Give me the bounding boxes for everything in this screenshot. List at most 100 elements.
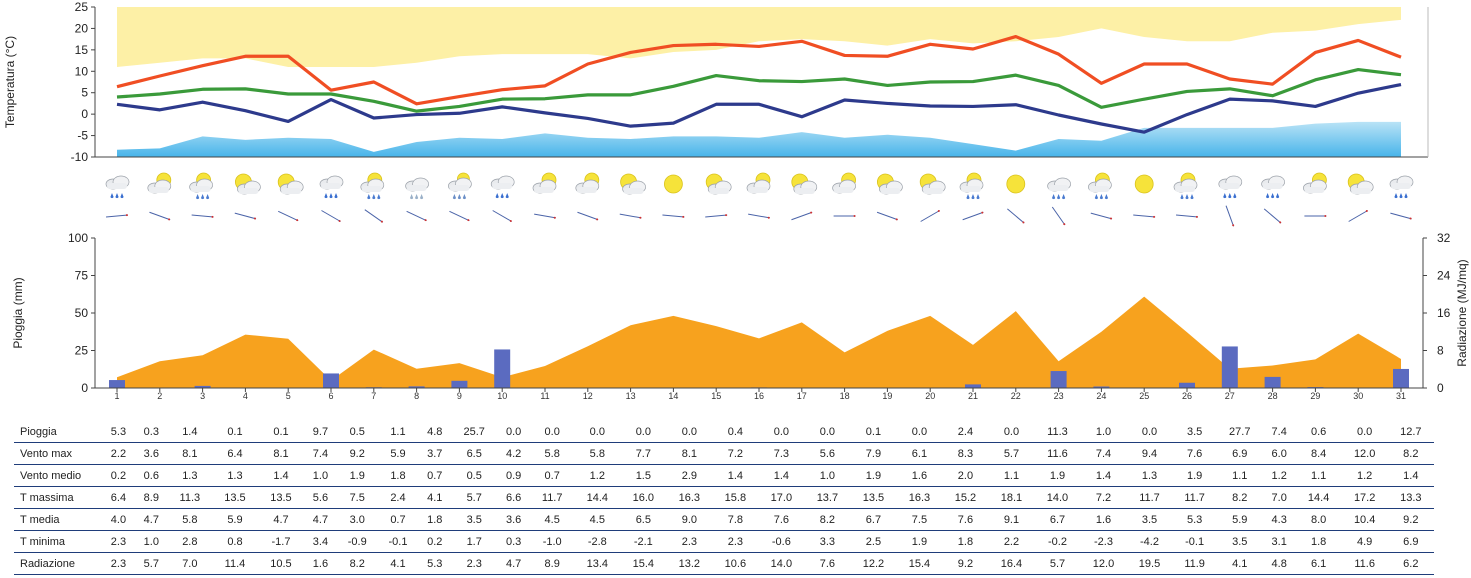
table-cell: 2.3 [712, 530, 759, 553]
table-cell: 8.9 [530, 552, 575, 575]
table-cell: 9.2 [336, 442, 378, 465]
table-cell: 0.0 [574, 421, 621, 443]
table-cell: -0.9 [336, 530, 378, 553]
radiation-area [117, 296, 1401, 388]
wind-arrow-head [467, 219, 470, 222]
table-cell: 2.2 [988, 530, 1035, 553]
rain-bar [408, 386, 425, 388]
table-cell: 0.7 [377, 508, 419, 531]
table-cell: 0.5 [451, 464, 498, 487]
table-cell: 7.4 [1262, 421, 1296, 443]
table-cell: 6.2 [1387, 552, 1434, 575]
x-tick-label: 7 [371, 391, 376, 401]
rain-drop [324, 193, 328, 199]
table-cell: 0.0 [1126, 421, 1173, 443]
table-cell: 5.8 [530, 442, 575, 465]
table-cell: 0.7 [530, 464, 575, 487]
table-cell: 1.0 [303, 464, 337, 487]
cloud-shape [923, 188, 944, 194]
table-cell: 5.3 [1172, 508, 1217, 531]
y-tick-label: 20 [75, 21, 89, 35]
x-tick-label: 14 [668, 391, 678, 401]
wind-arrows-row [105, 205, 1412, 227]
wind-arrow-icon [234, 212, 257, 220]
cloud-shape [880, 188, 901, 194]
x-tick-label: 15 [711, 391, 721, 401]
table-cell: 6.4 [211, 442, 258, 465]
table-cell: 6.5 [620, 508, 667, 531]
wind-arrow-shaft [449, 210, 470, 222]
x-tick-label: 8 [414, 391, 419, 401]
wind-arrow-head [253, 217, 256, 220]
cloud-shape [107, 183, 127, 189]
wind-arrow-shaft [149, 211, 171, 221]
y2-axis-title: Radiazione (MJ/mq) [1455, 259, 1469, 366]
y-tick-label: -5 [77, 129, 88, 143]
table-cell: 1.1 [377, 421, 419, 443]
weather-icons-row [105, 172, 1414, 200]
rain-icon [319, 175, 344, 199]
rain-icon [1261, 175, 1285, 199]
rain-drop [1104, 194, 1108, 200]
wind-arrow-head [1409, 217, 1412, 220]
table-cell: 4.7 [257, 508, 304, 531]
table-cell: 7.4 [1080, 442, 1127, 465]
table-cell: 4.7 [497, 552, 531, 575]
table-cell: 3.0 [336, 508, 378, 531]
table-cell: 0.0 [1341, 421, 1388, 443]
wind-arrow-head [895, 218, 898, 221]
table-cell: 4.8 [418, 421, 452, 443]
table-cell: -0.2 [1034, 530, 1081, 553]
wind-arrow-shaft [962, 211, 984, 221]
cloud-sun-icon [746, 172, 771, 194]
x-tick-label: 10 [497, 391, 507, 401]
cloud-shape [281, 188, 302, 194]
table-cell: 0.0 [666, 421, 713, 443]
wind-arrow-shaft [321, 210, 341, 222]
table-cell: 0.1 [257, 421, 304, 443]
cloud-sun-icon [1303, 172, 1327, 194]
table-cell: 4.1 [1216, 552, 1263, 575]
cloud-shape [1175, 186, 1195, 192]
rain-drop [1180, 194, 1184, 200]
wind-arrow-icon [662, 214, 685, 218]
table-cell: 13.2 [666, 552, 713, 575]
wind-arrow-icon [791, 211, 813, 221]
cloud-shape [190, 186, 211, 192]
table-cell: 11.7 [530, 486, 575, 509]
table-cell: 2.9 [666, 464, 713, 487]
t-minima-line [116, 83, 1402, 134]
rain-drop [367, 194, 371, 200]
table-cell: 2.8 [167, 530, 212, 553]
table-cell: 15.2 [942, 486, 989, 509]
table-cell: 7.3 [758, 442, 805, 465]
wind-arrow-shaft [191, 214, 214, 218]
table-cell: 19.5 [1126, 552, 1173, 575]
wind-arrow-icon [492, 210, 512, 222]
wind-arrow-icon [321, 210, 341, 222]
table-cell: 2.2 [102, 442, 135, 465]
rain-bar [194, 385, 211, 388]
wind-arrow-icon [619, 213, 642, 219]
rain-drop [462, 194, 466, 200]
wind-arrow-icon [577, 211, 599, 221]
y-tick-label: 15 [75, 43, 89, 57]
wind-arrow-icon [105, 214, 129, 218]
table-cell: -1.0 [530, 530, 575, 553]
cloud-shape [1304, 187, 1325, 193]
table-cell: 27.7 [1216, 421, 1263, 443]
table-cell: 17.0 [758, 486, 805, 509]
table-cell: 7.5 [896, 508, 943, 531]
wind-arrow-head [682, 215, 685, 218]
wind-arrow-icon [1007, 208, 1025, 224]
table-cell: 6.4 [102, 486, 135, 509]
table-cell: 1.4 [712, 464, 759, 487]
table-cell: 5.6 [804, 442, 851, 465]
sun-icon [1134, 174, 1154, 194]
y-axis-title: Pioggia (mm) [11, 277, 25, 348]
table-cell: 5.7 [1034, 552, 1081, 575]
table-cell: 0.1 [211, 421, 258, 443]
table-cell: 3.6 [134, 442, 168, 465]
sun-cloud-icon [877, 173, 903, 195]
rain-drop [1233, 193, 1237, 199]
